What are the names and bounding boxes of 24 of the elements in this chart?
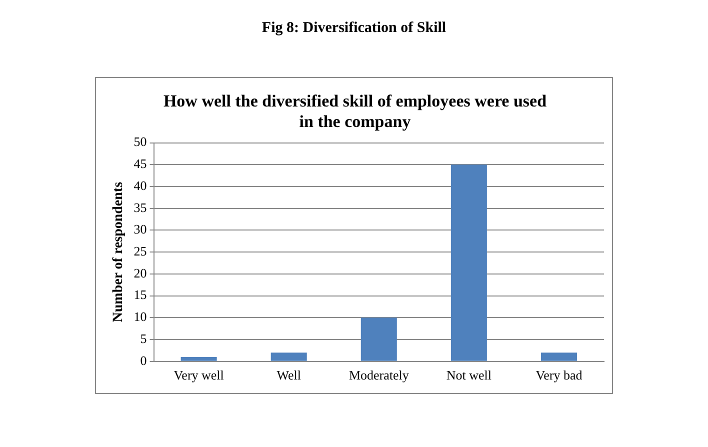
y-tick-label: 45 xyxy=(134,156,147,172)
y-axis-title: Number of respondents xyxy=(111,181,126,322)
y-tick-label: 50 xyxy=(134,134,147,150)
y-tick-label: 15 xyxy=(134,287,147,302)
y-tick-label: 0 xyxy=(140,352,147,368)
y-tick-label: 30 xyxy=(134,222,147,237)
chart-title: Fig 8: Diversification of Skill xyxy=(260,20,448,37)
x-tick-label: Very bad xyxy=(536,368,583,383)
bar xyxy=(270,352,307,361)
bar xyxy=(360,318,397,361)
y-tick-label: 10 xyxy=(134,309,147,324)
x-tick-label: Very well xyxy=(174,368,224,383)
x-tick-label: Well xyxy=(276,368,302,383)
y-tick-label: 5 xyxy=(140,330,147,346)
y-tick-label: 20 xyxy=(134,265,147,280)
y-tick-label: 40 xyxy=(134,178,147,193)
y-tick-label: 35 xyxy=(134,200,147,215)
chart-subtitle: How well the diversified skill of employees were used in the company xyxy=(163,92,548,131)
y-tick-label: 25 xyxy=(134,244,147,259)
bar xyxy=(180,357,217,361)
bar xyxy=(540,352,577,361)
bar xyxy=(450,164,487,361)
x-tick-label: Moderately xyxy=(348,368,410,383)
x-tick-label: Not well xyxy=(446,368,492,383)
